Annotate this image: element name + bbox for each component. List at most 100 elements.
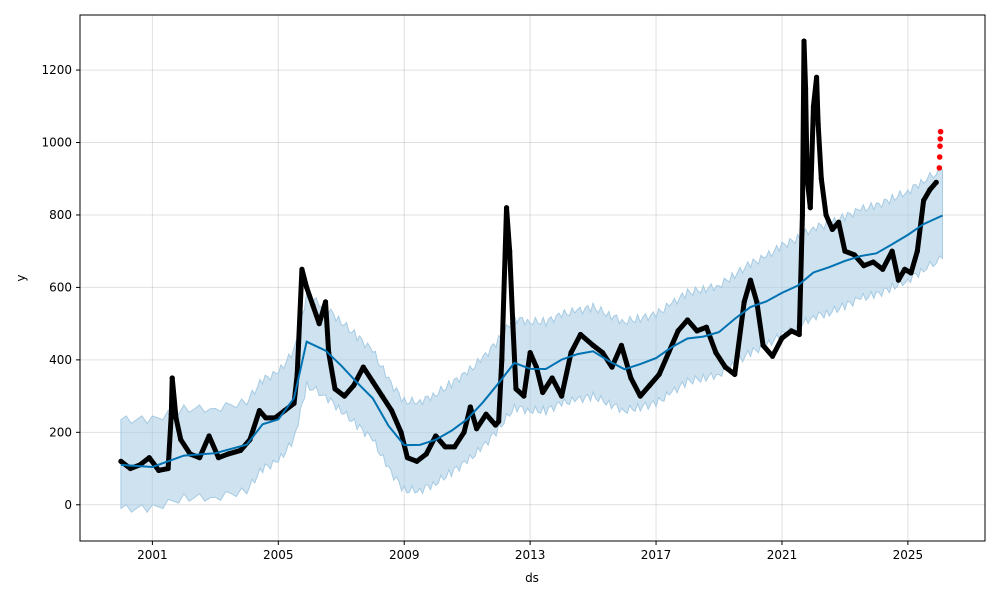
observed-point [779, 335, 785, 341]
x-tick-label: 2001 [137, 548, 168, 562]
observed-point [492, 422, 499, 428]
observed-point [760, 342, 766, 348]
observed-point [732, 371, 738, 377]
uncertainty-band [120, 166, 944, 514]
observed-point [414, 458, 420, 464]
recent-points [936, 128, 944, 171]
observed-point [741, 299, 747, 305]
recent-point [936, 165, 943, 171]
y-tick-label: 600 [49, 280, 72, 294]
y-tick-label: 1000 [41, 136, 72, 150]
observed-point [818, 176, 824, 182]
observed-point [178, 436, 184, 443]
observed-point [263, 415, 269, 421]
y-tick-label: 400 [49, 353, 72, 367]
observed-point [197, 455, 203, 461]
observed-point [521, 393, 527, 399]
observed-point [703, 324, 710, 330]
observed-point [889, 248, 895, 254]
observed-point [360, 364, 366, 370]
x-tick-label: 2021 [767, 548, 798, 562]
observed-point [836, 219, 842, 225]
observed-point [577, 331, 584, 338]
observed-point [165, 465, 171, 472]
observed-point [237, 447, 244, 454]
recent-point [936, 154, 943, 160]
observed-point [451, 444, 458, 450]
observed-point [225, 451, 231, 457]
observed-point [628, 375, 634, 381]
observed-point [754, 299, 760, 305]
forecast-line [120, 214, 943, 468]
observed-point [442, 444, 448, 450]
observed-point [933, 179, 939, 185]
observed-point [568, 350, 574, 356]
observed-point [801, 38, 807, 44]
observed-point [398, 429, 404, 435]
observed-point [637, 393, 643, 399]
observed-point [389, 407, 395, 414]
observed-point [804, 176, 810, 182]
plot-frame [79, 14, 986, 542]
recent-point [937, 143, 943, 149]
observed-point [810, 103, 817, 109]
observed-point [861, 263, 867, 269]
x-tick-label: 2025 [893, 548, 924, 562]
observed-point [146, 455, 152, 461]
observed-point [823, 212, 829, 218]
y-tick-label: 0 [64, 498, 72, 512]
x-axis-label: ds [525, 571, 539, 585]
observed-point [370, 379, 376, 385]
observed-point [351, 382, 357, 388]
observed-point [206, 433, 212, 439]
observed-points [118, 38, 939, 473]
y-axis-label: y [14, 274, 28, 281]
recent-point [937, 136, 944, 142]
observed-point [310, 302, 316, 309]
observed-point [474, 426, 480, 432]
x-tick-label: 2009 [389, 548, 420, 562]
observed-point [788, 328, 795, 334]
observed-point [799, 212, 806, 218]
observed-point [118, 458, 124, 464]
observed-point [127, 465, 133, 472]
observed-point [895, 277, 902, 283]
y-tick-label: 1200 [41, 63, 72, 77]
observed-point [880, 266, 886, 272]
observed-point [461, 429, 467, 435]
observed-point [256, 407, 263, 414]
observed-point [747, 277, 754, 283]
observed-point [656, 371, 662, 377]
observed-point [168, 411, 174, 417]
observed-point [815, 121, 821, 128]
x-tick-label: 2005 [263, 548, 294, 562]
observed-point [299, 266, 305, 272]
observed-point [304, 284, 310, 291]
observed-point [549, 375, 555, 381]
observed-point [829, 226, 835, 233]
observed-point [291, 400, 297, 406]
observed-point [713, 350, 719, 356]
ticks: 2001 2005 2009 2013 2017 2021 2025 0 200 400 600 80… [41, 63, 923, 562]
observed-point [769, 353, 776, 359]
observed-point [503, 205, 510, 211]
observed-point [694, 328, 700, 334]
observed-point [156, 467, 162, 473]
observed-point [722, 364, 728, 370]
y-tick-label: 800 [49, 208, 72, 222]
observed-point [507, 248, 513, 254]
observed-point [647, 382, 653, 388]
observed-point [173, 415, 179, 421]
observed-point [496, 418, 502, 425]
observed-point [807, 205, 813, 211]
observed-point [322, 299, 329, 305]
observed-point [914, 248, 920, 254]
observed-point [467, 404, 473, 410]
observed-point [599, 350, 606, 356]
observed-point [483, 411, 489, 417]
observed-point [433, 433, 439, 439]
x-tick-label: 2017 [641, 548, 672, 562]
observed-point [908, 270, 914, 276]
observed-point [540, 389, 546, 396]
observed-point [169, 375, 175, 381]
